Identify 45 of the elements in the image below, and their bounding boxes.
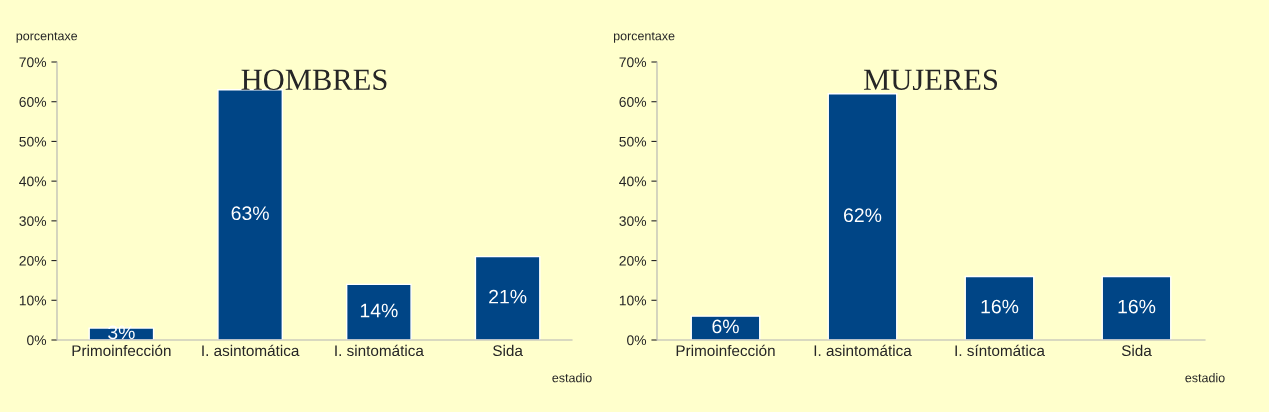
bar <box>827 93 898 340</box>
y-tick-label: 0% <box>627 335 647 346</box>
y-tick-label: 20% <box>19 255 47 266</box>
x-tick-label: I. asintomática <box>202 344 300 357</box>
data-label: 63% <box>231 206 269 221</box>
y-tick-label: 70% <box>619 57 647 68</box>
x-axis-title: estadio <box>552 373 592 383</box>
chart-title: HOMBRES <box>241 69 387 91</box>
y-tick-label: 50% <box>619 136 647 147</box>
data-label: 16% <box>1118 299 1156 314</box>
y-tick-label: 10% <box>619 295 647 306</box>
x-tick-label: Primoinfección <box>72 344 171 357</box>
y-axis-title: porcentaxe <box>16 32 78 43</box>
y-tick-label: 0% <box>27 335 47 346</box>
x-tick-label: Primoinfección <box>676 344 775 357</box>
y-tick-label: 20% <box>619 255 647 266</box>
y-tick-label: 40% <box>19 176 47 187</box>
bar <box>474 255 541 340</box>
data-label: 62% <box>844 208 882 223</box>
x-tick-label: Sida <box>1121 344 1152 357</box>
data-label: 14% <box>360 303 398 318</box>
x-tick-label: I. asintomática <box>814 344 912 357</box>
bar <box>690 315 761 340</box>
y-tick-label: 30% <box>619 216 647 227</box>
data-label: 16% <box>981 299 1019 314</box>
x-tick-label: Sida <box>493 344 523 357</box>
data-label: 21% <box>489 289 527 304</box>
x-tick-label: I. síntomática <box>955 344 1045 357</box>
x-axis-title: estadio <box>1185 373 1225 383</box>
y-tick-label: 60% <box>19 97 47 107</box>
chart-title: MUJERES <box>863 69 998 91</box>
y-tick-label: 30% <box>19 216 47 227</box>
bar <box>964 275 1035 340</box>
y-tick-label: 10% <box>19 295 47 306</box>
y-tick-label: 50% <box>19 136 47 147</box>
bar <box>1101 275 1172 340</box>
y-tick-label: 60% <box>619 97 647 107</box>
bar <box>217 89 284 340</box>
x-tick-label: I. sintomática <box>335 344 424 357</box>
y-tick-label: 70% <box>19 57 47 68</box>
y-axis-title: porcentaxe <box>613 32 675 43</box>
data-label: 6% <box>712 319 739 334</box>
bar <box>345 283 412 340</box>
y-tick-label: 40% <box>619 176 647 187</box>
data-label: 3% <box>108 325 135 340</box>
